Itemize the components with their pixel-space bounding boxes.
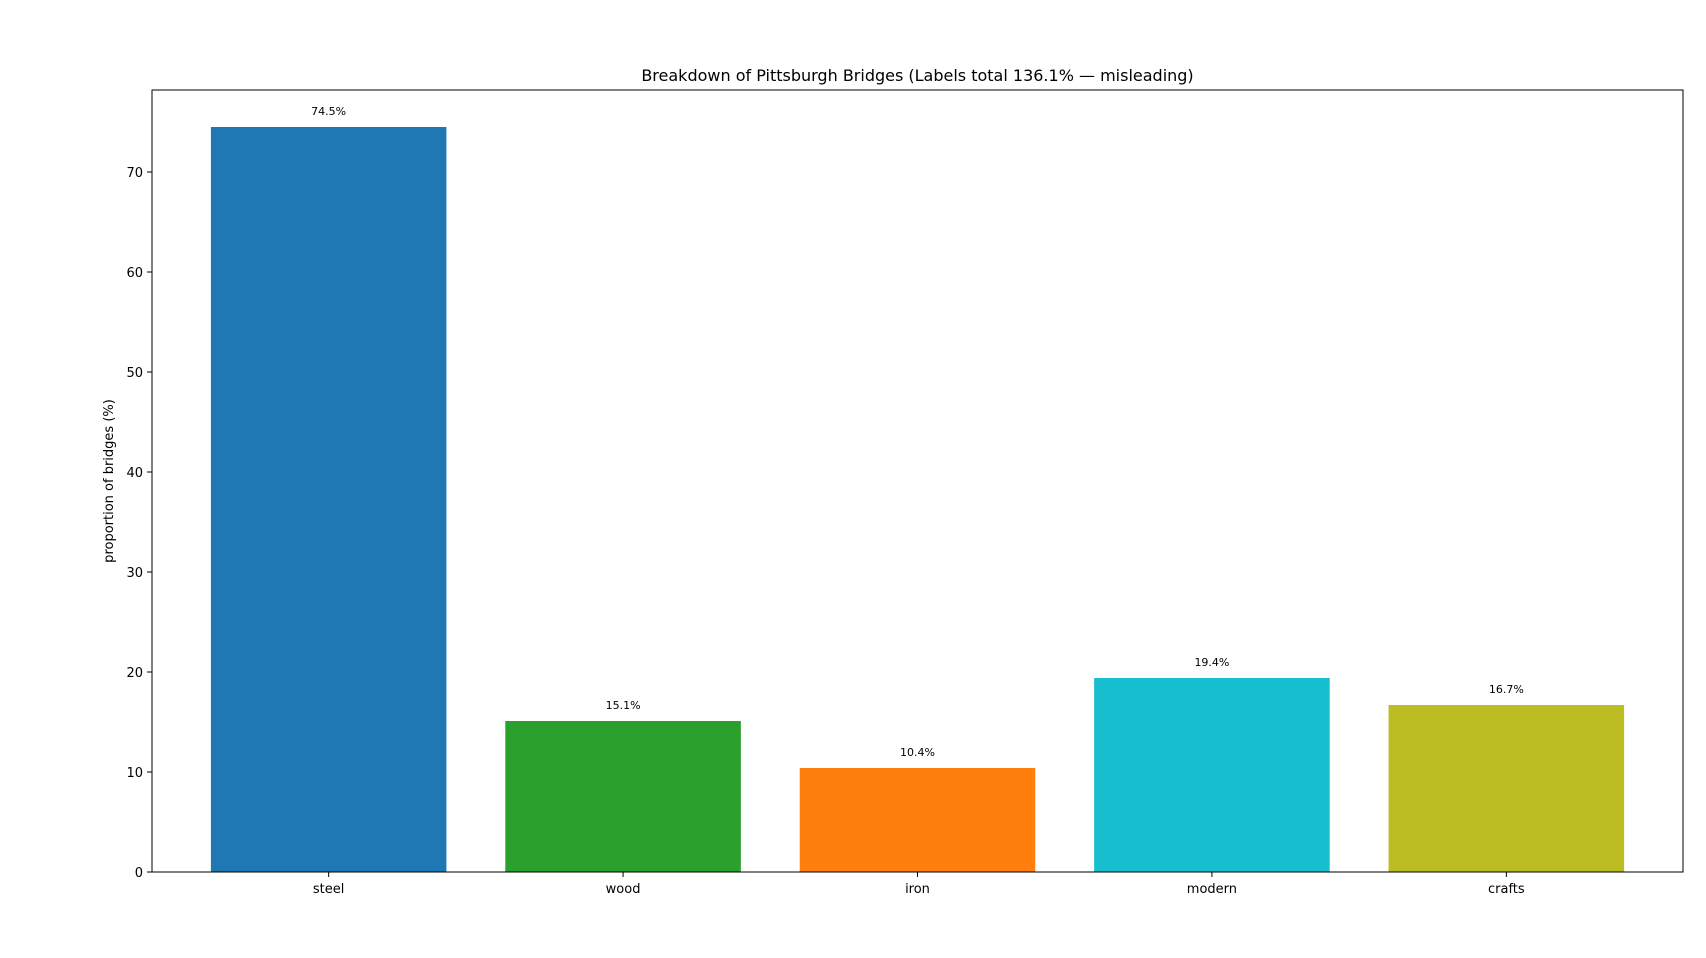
- data-label-modern: 19.4%: [1194, 656, 1229, 669]
- y-tick-label: 50: [126, 366, 143, 381]
- data-label-wood: 15.1%: [606, 699, 641, 712]
- x-tick-label-modern: modern: [1187, 882, 1237, 897]
- data-label-crafts: 16.7%: [1489, 683, 1524, 696]
- y-tick-label: 10: [126, 766, 143, 781]
- bar-steel: [210, 127, 447, 872]
- y-tick-label: 0: [135, 866, 143, 881]
- y-tick-label: 20: [126, 666, 143, 681]
- y-axis-ticks: 0 10 20 30 40 50 60 70: [126, 166, 152, 881]
- bar-iron: [799, 768, 1036, 872]
- data-labels-layer: 74.5% 15.1% 10.4% 19.4% 16.7%: [311, 105, 1524, 759]
- y-tick-label: 70: [126, 166, 143, 181]
- plot-area: 0 10 20 30 40 50 60 70 steel wood iron modern craft…: [126, 89, 1684, 897]
- bars-layer: [210, 127, 1625, 872]
- y-tick-label: 60: [126, 266, 143, 281]
- bar-modern: [1094, 678, 1330, 872]
- bar-crafts: [1388, 705, 1625, 872]
- data-label-iron: 10.4%: [900, 746, 935, 759]
- bar-wood: [505, 721, 741, 872]
- x-tick-label-crafts: crafts: [1488, 882, 1525, 897]
- x-tick-label-iron: iron: [905, 882, 930, 897]
- x-tick-label-steel: steel: [313, 882, 344, 897]
- data-label-steel: 74.5%: [311, 105, 346, 118]
- y-tick-label: 40: [126, 466, 143, 481]
- y-tick-label: 30: [126, 566, 143, 581]
- chart-title: Breakdown of Pittsburgh Bridges (Labels …: [641, 66, 1193, 85]
- y-axis-label: proportion of bridges (%): [102, 399, 117, 563]
- x-axis-ticks: steel wood iron modern crafts: [313, 872, 1525, 897]
- x-tick-label-wood: wood: [606, 882, 641, 897]
